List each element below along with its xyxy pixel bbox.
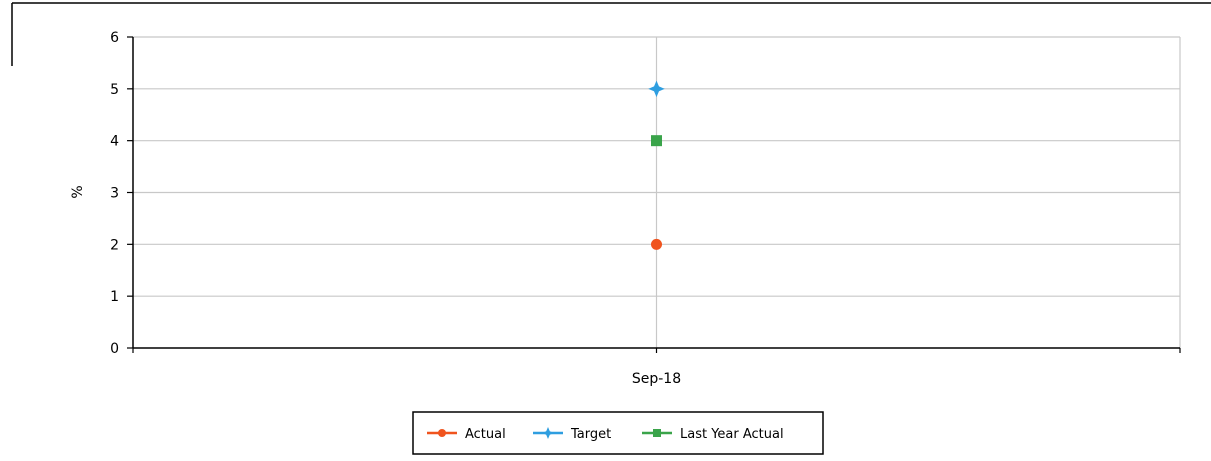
x-tick-label: Sep-18 xyxy=(632,371,681,387)
legend-marker xyxy=(653,429,661,437)
y-axis-title: % xyxy=(70,185,86,198)
y-tick-label: 3 xyxy=(110,186,119,202)
y-tick-label: 4 xyxy=(110,134,119,150)
y-tick-label: 0 xyxy=(110,341,119,357)
series xyxy=(648,80,665,250)
series-last-year-actual xyxy=(651,135,662,147)
y-tick-label: 1 xyxy=(110,289,119,305)
legend-label: Target xyxy=(570,427,611,442)
tick-labels: 0 1 2 3 4 5 6 Sep-18 xyxy=(110,30,681,387)
y-tick-label: 2 xyxy=(110,237,119,253)
legend-label: Actual xyxy=(465,427,506,442)
series-target xyxy=(648,80,665,98)
legend-item: Last Year Actual xyxy=(642,427,784,442)
axes xyxy=(127,36,1181,353)
legend-item: Actual xyxy=(427,427,506,442)
legend-item: Target xyxy=(533,427,611,442)
series-actual xyxy=(651,238,662,250)
legend-label: Last Year Actual xyxy=(680,427,784,442)
legend-box xyxy=(412,411,824,455)
data-point xyxy=(651,135,662,147)
legend-marker xyxy=(438,429,446,437)
y-tick-label: 5 xyxy=(110,82,119,98)
data-point xyxy=(648,80,665,98)
legend-marker xyxy=(542,427,554,439)
legend: Actual Target Last Year Actual xyxy=(412,411,824,455)
data-point xyxy=(651,238,662,250)
y-tick-label: 6 xyxy=(110,30,119,46)
